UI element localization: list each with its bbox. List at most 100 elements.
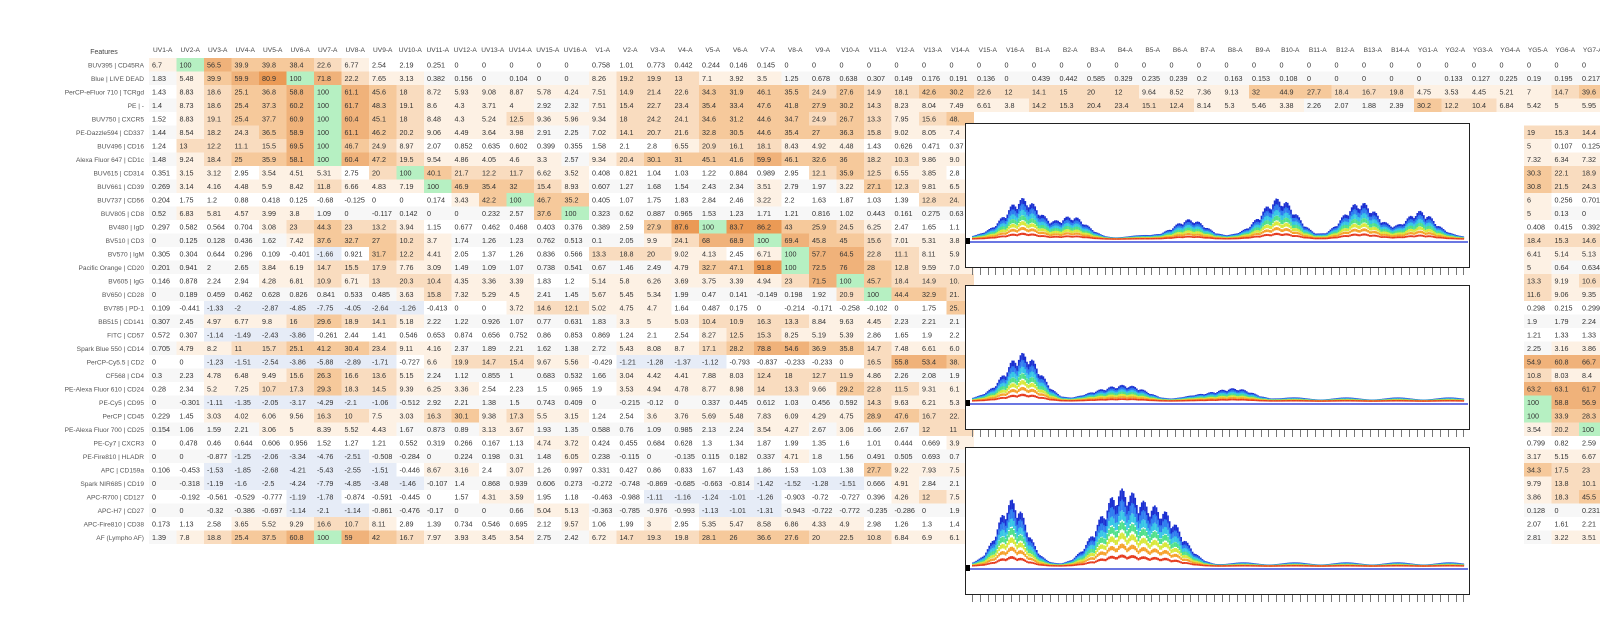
- matrix-cell[interactable]: 0.66: [510, 506, 524, 515]
- matrix-cell[interactable]: 1.53: [702, 209, 716, 218]
- matrix-cell[interactable]: 7.93: [922, 466, 936, 475]
- matrix-cell[interactable]: 0.239: [1170, 74, 1188, 83]
- matrix-cell[interactable]: 0.244: [702, 61, 720, 70]
- matrix-cell[interactable]: 8.97: [400, 142, 414, 151]
- matrix-cell[interactable]: 1.09: [317, 209, 331, 218]
- matrix-cell[interactable]: 30.1: [455, 412, 469, 421]
- matrix-cell[interactable]: 1.38: [565, 344, 579, 353]
- matrix-cell[interactable]: 45.6: [372, 88, 386, 97]
- matrix-cell[interactable]: 3.6: [647, 412, 657, 421]
- matrix-cell[interactable]: -0.215: [620, 398, 640, 407]
- matrix-cell[interactable]: -0.476: [400, 506, 420, 515]
- matrix-cell[interactable]: 6.34: [1555, 155, 1569, 164]
- matrix-cell[interactable]: 2.26: [1307, 101, 1321, 110]
- matrix-cell[interactable]: -0.149: [757, 290, 777, 299]
- matrix-cell[interactable]: 71.8: [317, 74, 331, 83]
- matrix-cell[interactable]: 4.94: [757, 277, 771, 286]
- matrix-cell[interactable]: 5.8: [620, 277, 630, 286]
- matrix-cell[interactable]: 25.4: [235, 101, 249, 110]
- matrix-cell[interactable]: -2.05: [262, 398, 278, 407]
- matrix-cell[interactable]: 19.8: [1390, 88, 1404, 97]
- matrix-cell[interactable]: 2.54: [675, 331, 689, 340]
- matrix-cell[interactable]: 5.52: [262, 520, 276, 529]
- matrix-cell[interactable]: 32.7: [702, 263, 716, 272]
- matrix-cell[interactable]: 0.606: [262, 439, 280, 448]
- matrix-cell[interactable]: 0.442: [675, 61, 693, 70]
- matrix-cell[interactable]: 34.3: [702, 88, 716, 97]
- matrix-cell[interactable]: 14: [757, 385, 765, 394]
- matrix-cell[interactable]: 30.1: [647, 155, 661, 164]
- matrix-cell[interactable]: 9.57: [565, 520, 579, 529]
- matrix-cell[interactable]: 0.456: [812, 398, 830, 407]
- matrix-cell[interactable]: 3.39: [730, 277, 744, 286]
- matrix-cell[interactable]: 1.68: [647, 182, 661, 191]
- matrix-cell[interactable]: 37.6: [537, 209, 551, 218]
- matrix-cell[interactable]: 25.1: [235, 88, 249, 97]
- matrix-cell[interactable]: 9.9: [647, 236, 657, 245]
- matrix-cell[interactable]: 0.89: [455, 425, 469, 434]
- matrix-cell[interactable]: 0: [152, 506, 156, 515]
- matrix-cell[interactable]: 2.92: [427, 398, 441, 407]
- matrix-cell[interactable]: 35.4: [482, 182, 496, 191]
- matrix-cell[interactable]: -4.24: [290, 479, 306, 488]
- matrix-cell[interactable]: 23: [1582, 466, 1590, 475]
- matrix-cell[interactable]: 12.2: [400, 250, 414, 259]
- matrix-cell[interactable]: 1.89: [482, 344, 496, 353]
- matrix-cell[interactable]: 18.1: [895, 88, 909, 97]
- matrix-cell[interactable]: 0: [977, 61, 981, 70]
- matrix-cell[interactable]: 3.07: [510, 466, 524, 475]
- matrix-cell[interactable]: -0.284: [400, 452, 420, 461]
- matrix-cell[interactable]: 3.63: [400, 290, 414, 299]
- matrix-cell[interactable]: 0: [1390, 74, 1394, 83]
- matrix-cell[interactable]: 100: [1527, 398, 1539, 407]
- matrix-cell[interactable]: 4.79: [675, 263, 689, 272]
- matrix-cell[interactable]: 0.693: [922, 452, 940, 461]
- matrix-cell[interactable]: -4.29: [317, 398, 333, 407]
- matrix-cell[interactable]: 21.5: [1555, 182, 1569, 191]
- matrix-cell[interactable]: 0.956: [290, 439, 308, 448]
- matrix-cell[interactable]: 0: [1005, 61, 1009, 70]
- matrix-cell[interactable]: 1.4: [152, 101, 162, 110]
- matrix-cell[interactable]: 27.9: [647, 223, 661, 232]
- matrix-cell[interactable]: 0: [152, 493, 156, 502]
- matrix-cell[interactable]: 15.8: [867, 128, 881, 137]
- matrix-cell[interactable]: 0: [1307, 74, 1311, 83]
- matrix-cell[interactable]: 7.8: [180, 533, 190, 542]
- matrix-cell[interactable]: 0: [840, 61, 844, 70]
- matrix-cell[interactable]: 9.02: [675, 250, 689, 259]
- matrix-cell[interactable]: 0.546: [482, 520, 500, 529]
- matrix-cell[interactable]: 0.86: [537, 331, 551, 340]
- matrix-cell[interactable]: 39.6: [1582, 88, 1596, 97]
- matrix-cell[interactable]: 4.16: [427, 344, 441, 353]
- matrix-cell[interactable]: 8.58: [757, 520, 771, 529]
- matrix-cell[interactable]: 35.9: [840, 169, 854, 178]
- matrix-cell[interactable]: 100: [1527, 412, 1539, 421]
- matrix-cell[interactable]: -1.52: [785, 479, 801, 488]
- matrix-cell[interactable]: 12.1: [565, 304, 579, 313]
- matrix-cell[interactable]: 0.826: [290, 290, 308, 299]
- matrix-cell[interactable]: -4.85: [290, 304, 306, 313]
- matrix-cell[interactable]: 3.3: [537, 155, 547, 164]
- matrix-cell[interactable]: 2.24: [427, 371, 441, 380]
- matrix-cell[interactable]: -1.19: [290, 493, 306, 502]
- matrix-cell[interactable]: -7.79: [317, 479, 333, 488]
- matrix-cell[interactable]: 0: [950, 61, 954, 70]
- matrix-cell[interactable]: -1.31: [757, 506, 773, 515]
- matrix-cell[interactable]: 1.07: [510, 317, 524, 326]
- matrix-cell[interactable]: 0.485: [372, 290, 390, 299]
- matrix-cell[interactable]: 5.69: [702, 412, 716, 421]
- matrix-cell[interactable]: 37.5: [262, 533, 276, 542]
- matrix-cell[interactable]: 56.5: [207, 61, 221, 70]
- matrix-cell[interactable]: 45.5: [1582, 493, 1596, 502]
- matrix-cell[interactable]: 0.273: [565, 479, 583, 488]
- matrix-cell[interactable]: 35.8: [840, 344, 854, 353]
- matrix-cell[interactable]: 9.66: [812, 385, 826, 394]
- matrix-cell[interactable]: -0.318: [180, 479, 200, 488]
- matrix-cell[interactable]: 2.24: [207, 277, 221, 286]
- matrix-cell[interactable]: 6.84: [895, 533, 909, 542]
- matrix-cell[interactable]: 61.1: [345, 128, 359, 137]
- matrix-cell[interactable]: 5.42: [1527, 101, 1541, 110]
- matrix-cell[interactable]: 4.45: [867, 317, 881, 326]
- matrix-cell[interactable]: 20: [812, 533, 820, 542]
- matrix-cell[interactable]: 21.7: [455, 169, 469, 178]
